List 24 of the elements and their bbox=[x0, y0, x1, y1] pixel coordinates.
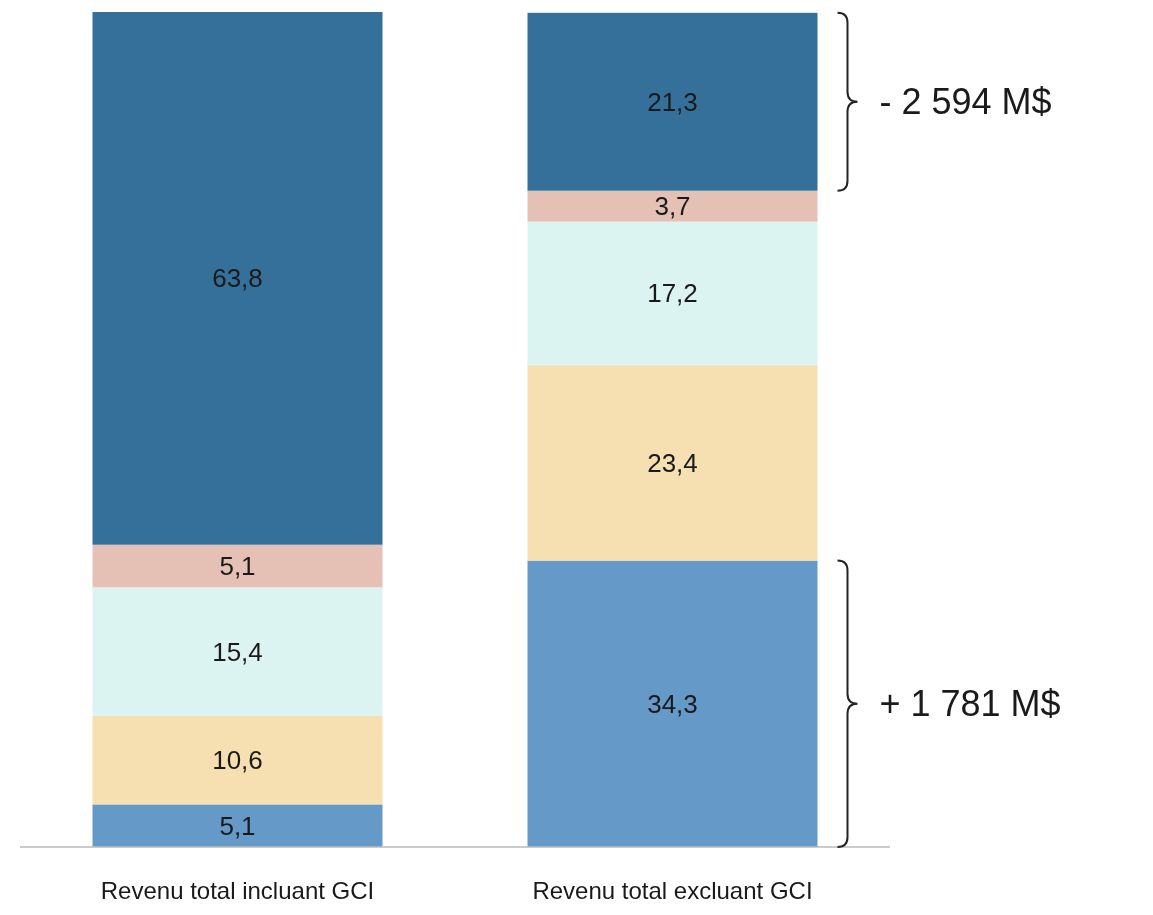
bar bbox=[527, 365, 818, 561]
data-label: 10,6 bbox=[212, 745, 263, 776]
x-tick-label: Revenu total excluant GCI bbox=[532, 877, 813, 904]
data-label: 3,7 bbox=[654, 191, 691, 222]
data-label: 34,3 bbox=[647, 688, 698, 719]
data-label: 5,1 bbox=[219, 810, 256, 841]
bar bbox=[92, 544, 383, 588]
data-label: 5,1 bbox=[219, 551, 256, 582]
x-tick-label: Revenu total incluant GCI bbox=[100, 877, 375, 904]
data-label: 17,2 bbox=[647, 278, 698, 309]
annotation: + 1 781 M$ bbox=[879, 683, 1061, 725]
bar bbox=[527, 12, 818, 191]
data-label: 63,8 bbox=[212, 263, 263, 294]
data-label: 23,4 bbox=[647, 448, 698, 478]
data-label: 21,3 bbox=[647, 86, 698, 117]
annotation: - 2 594 M$ bbox=[879, 81, 1052, 123]
bar bbox=[92, 12, 383, 545]
data-label: 15,4 bbox=[212, 636, 263, 667]
bar bbox=[92, 715, 383, 805]
bar bbox=[527, 190, 818, 222]
bar bbox=[92, 804, 383, 847]
bar bbox=[92, 587, 383, 716]
bar bbox=[527, 560, 818, 847]
bar bbox=[527, 221, 818, 366]
